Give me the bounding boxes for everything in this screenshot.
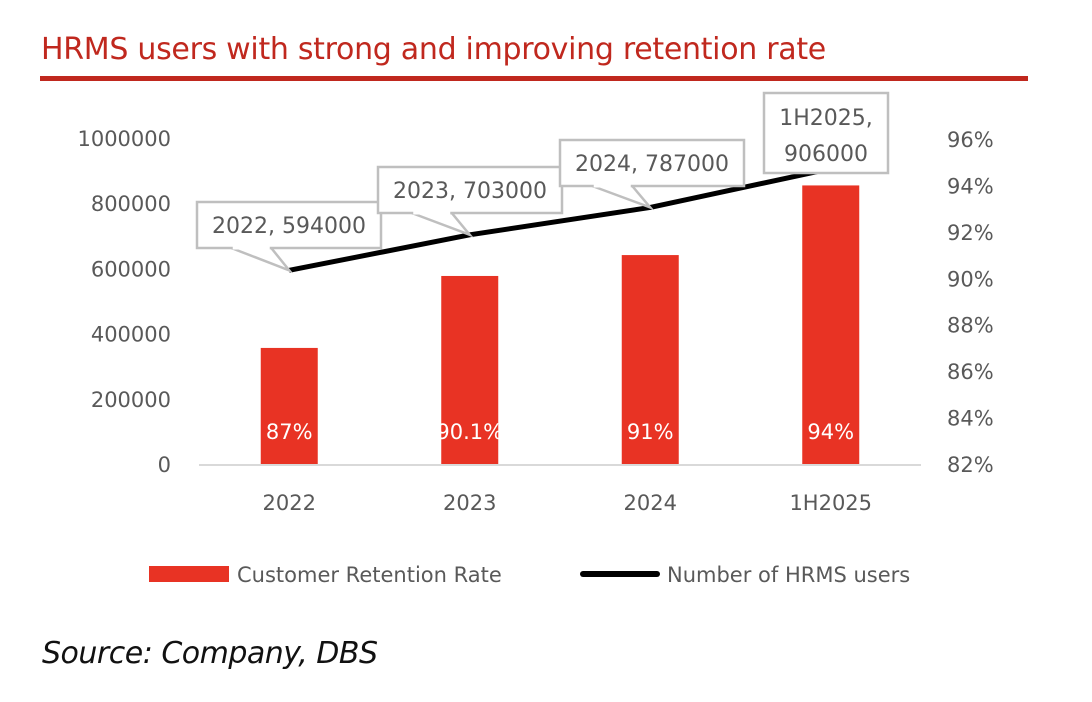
- right-axis-tick-label: 92%: [947, 221, 994, 245]
- callout-label: 2024, 787000: [575, 152, 729, 177]
- left-axis-tick-label: 1000000: [77, 127, 171, 151]
- chart-title: HRMS users with strong and improving ret…: [41, 32, 826, 67]
- x-axis-tick-label: 2022: [263, 491, 316, 515]
- right-axis-tick-label: 84%: [947, 407, 994, 431]
- left-axis-tick-label: 400000: [91, 323, 171, 347]
- right-axis-tick-label: 96%: [947, 128, 994, 152]
- callout-box: [558, 138, 746, 188]
- callout-pointer: [411, 211, 474, 238]
- callout-box: [376, 165, 564, 215]
- retention-bar: [621, 255, 679, 464]
- callout-label: 2022, 594000: [212, 214, 366, 239]
- x-axis-tick-label: 2023: [443, 491, 496, 515]
- retention-bar: [802, 185, 860, 464]
- data-callout: 2024, 787000: [558, 138, 746, 211]
- callout-box: [762, 91, 890, 175]
- left-axis-tick-label: 200000: [91, 388, 171, 412]
- bar-data-label: 90.1%: [436, 420, 503, 444]
- left-axis-tick-label: 600000: [91, 257, 171, 281]
- x-axis-tick-label: 1H2025: [789, 491, 872, 515]
- left-axis-tick-label: 0: [158, 453, 171, 477]
- source-note: Source: Company, DBS: [42, 636, 378, 671]
- retention-bar: [260, 347, 318, 464]
- legend-label-retention: Customer Retention Rate: [237, 563, 502, 587]
- callout-pointer: [591, 184, 655, 211]
- users-line: [288, 166, 832, 273]
- legend-swatch-bar: [149, 566, 229, 582]
- bar-data-label: 91%: [627, 420, 674, 444]
- data-callout: 2022, 594000: [195, 200, 383, 274]
- right-axis-tick-label: 82%: [947, 453, 994, 477]
- right-axis-tick-label: 88%: [947, 314, 994, 338]
- retention-bar: [441, 275, 499, 464]
- callout-label: 1H2025,: [779, 106, 873, 131]
- legend-label-users: Number of HRMS users: [667, 563, 910, 587]
- bar-data-label: 94%: [807, 420, 854, 444]
- callout-label: 2023, 703000: [393, 179, 547, 204]
- data-callout: 1H2025, 906000: [762, 91, 890, 175]
- right-axis-tick-label: 90%: [947, 267, 994, 291]
- x-axis-tick-label: 2024: [624, 491, 677, 515]
- title-underline: [40, 76, 1028, 81]
- callout-pointer: [230, 246, 294, 274]
- bar-data-label: 87%: [266, 420, 313, 444]
- data-callout: 2023, 703000: [376, 165, 564, 238]
- right-axis-tick-label: 86%: [947, 360, 994, 384]
- callout-label: 906000: [784, 142, 868, 167]
- callout-box: [195, 200, 383, 250]
- right-axis-tick-label: 94%: [947, 174, 994, 198]
- left-axis-tick-label: 800000: [91, 192, 171, 216]
